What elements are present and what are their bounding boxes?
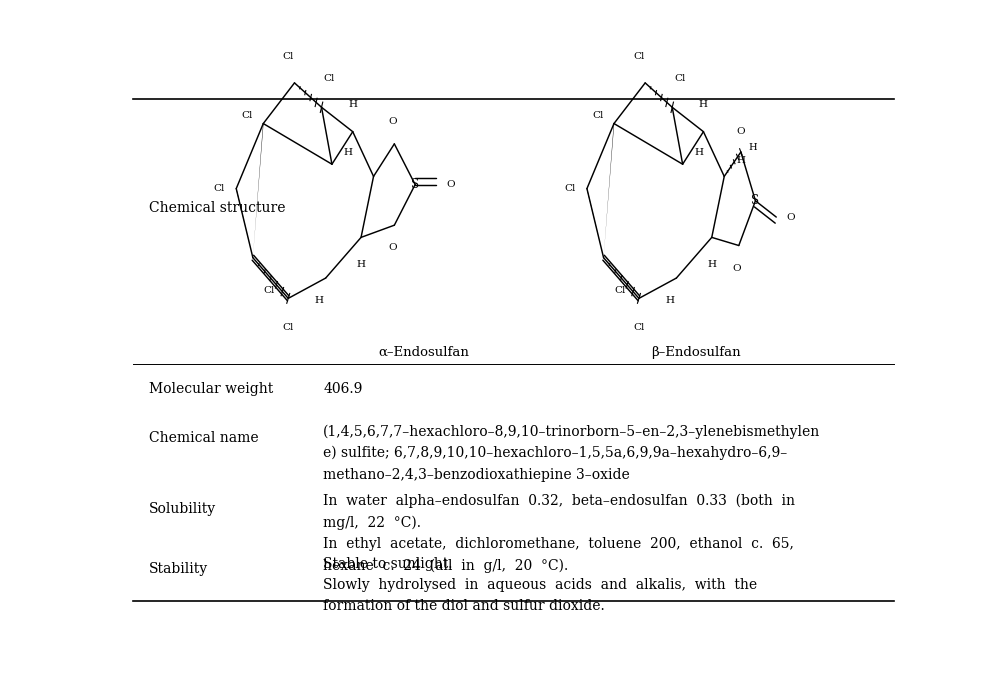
Text: 406.9: 406.9 — [324, 382, 363, 396]
Text: (1,4,5,6,7,7–hexachloro–8,9,10–trinorborn–5–en–2,3–ylenebismethylen
e) sulfite; : (1,4,5,6,7,7–hexachloro–8,9,10–trinorbor… — [324, 424, 821, 481]
Text: Cl: Cl — [592, 111, 603, 120]
Text: Cl: Cl — [564, 184, 575, 193]
Text: Cl: Cl — [283, 52, 294, 61]
Text: Cl: Cl — [264, 286, 275, 295]
Text: O: O — [388, 117, 397, 125]
Text: O: O — [732, 264, 741, 273]
Text: H: H — [665, 297, 674, 306]
Text: β–Endosulfan: β–Endosulfan — [651, 346, 740, 359]
Polygon shape — [603, 123, 614, 258]
Text: H: H — [707, 260, 716, 269]
Polygon shape — [253, 123, 264, 258]
Text: O: O — [787, 213, 796, 222]
Text: Cl: Cl — [213, 184, 224, 193]
Text: Cl: Cl — [283, 323, 294, 331]
Text: Cl: Cl — [633, 52, 644, 61]
Text: H: H — [748, 143, 757, 153]
Text: Cl: Cl — [241, 111, 253, 120]
Text: Molecular weight: Molecular weight — [148, 382, 273, 396]
Text: O: O — [736, 127, 745, 136]
Text: H: H — [736, 155, 745, 164]
Text: Cl: Cl — [324, 74, 335, 83]
Text: Cl: Cl — [633, 323, 644, 331]
Text: Cl: Cl — [614, 286, 625, 295]
Text: Cl: Cl — [674, 74, 685, 83]
Text: H: H — [357, 260, 366, 269]
Text: O: O — [388, 243, 397, 252]
Text: H: H — [694, 147, 703, 156]
Text: Chemical name: Chemical name — [148, 431, 259, 445]
Text: Stable to sunlight.
Slowly  hydrolysed  in  aqueous  acids  and  alkalis,  with : Stable to sunlight. Slowly hydrolysed in… — [324, 557, 758, 613]
Text: Stability: Stability — [148, 563, 207, 576]
Text: S: S — [752, 194, 760, 207]
Text: O: O — [446, 180, 455, 189]
Text: S: S — [411, 178, 419, 191]
Text: Solubility: Solubility — [148, 502, 215, 516]
Text: α–Endosulfan: α–Endosulfan — [379, 346, 470, 359]
Text: H: H — [699, 100, 708, 109]
Text: In  water  alpha–endosulfan  0.32,  beta–endosulfan  0.33  (both  in
mg/l,  22  : In water alpha–endosulfan 0.32, beta–end… — [324, 494, 796, 573]
Text: Chemical structure: Chemical structure — [148, 201, 285, 215]
Text: H: H — [315, 297, 324, 306]
Text: H: H — [344, 147, 353, 156]
Polygon shape — [236, 188, 253, 258]
Text: H: H — [349, 100, 358, 109]
Polygon shape — [587, 188, 603, 258]
